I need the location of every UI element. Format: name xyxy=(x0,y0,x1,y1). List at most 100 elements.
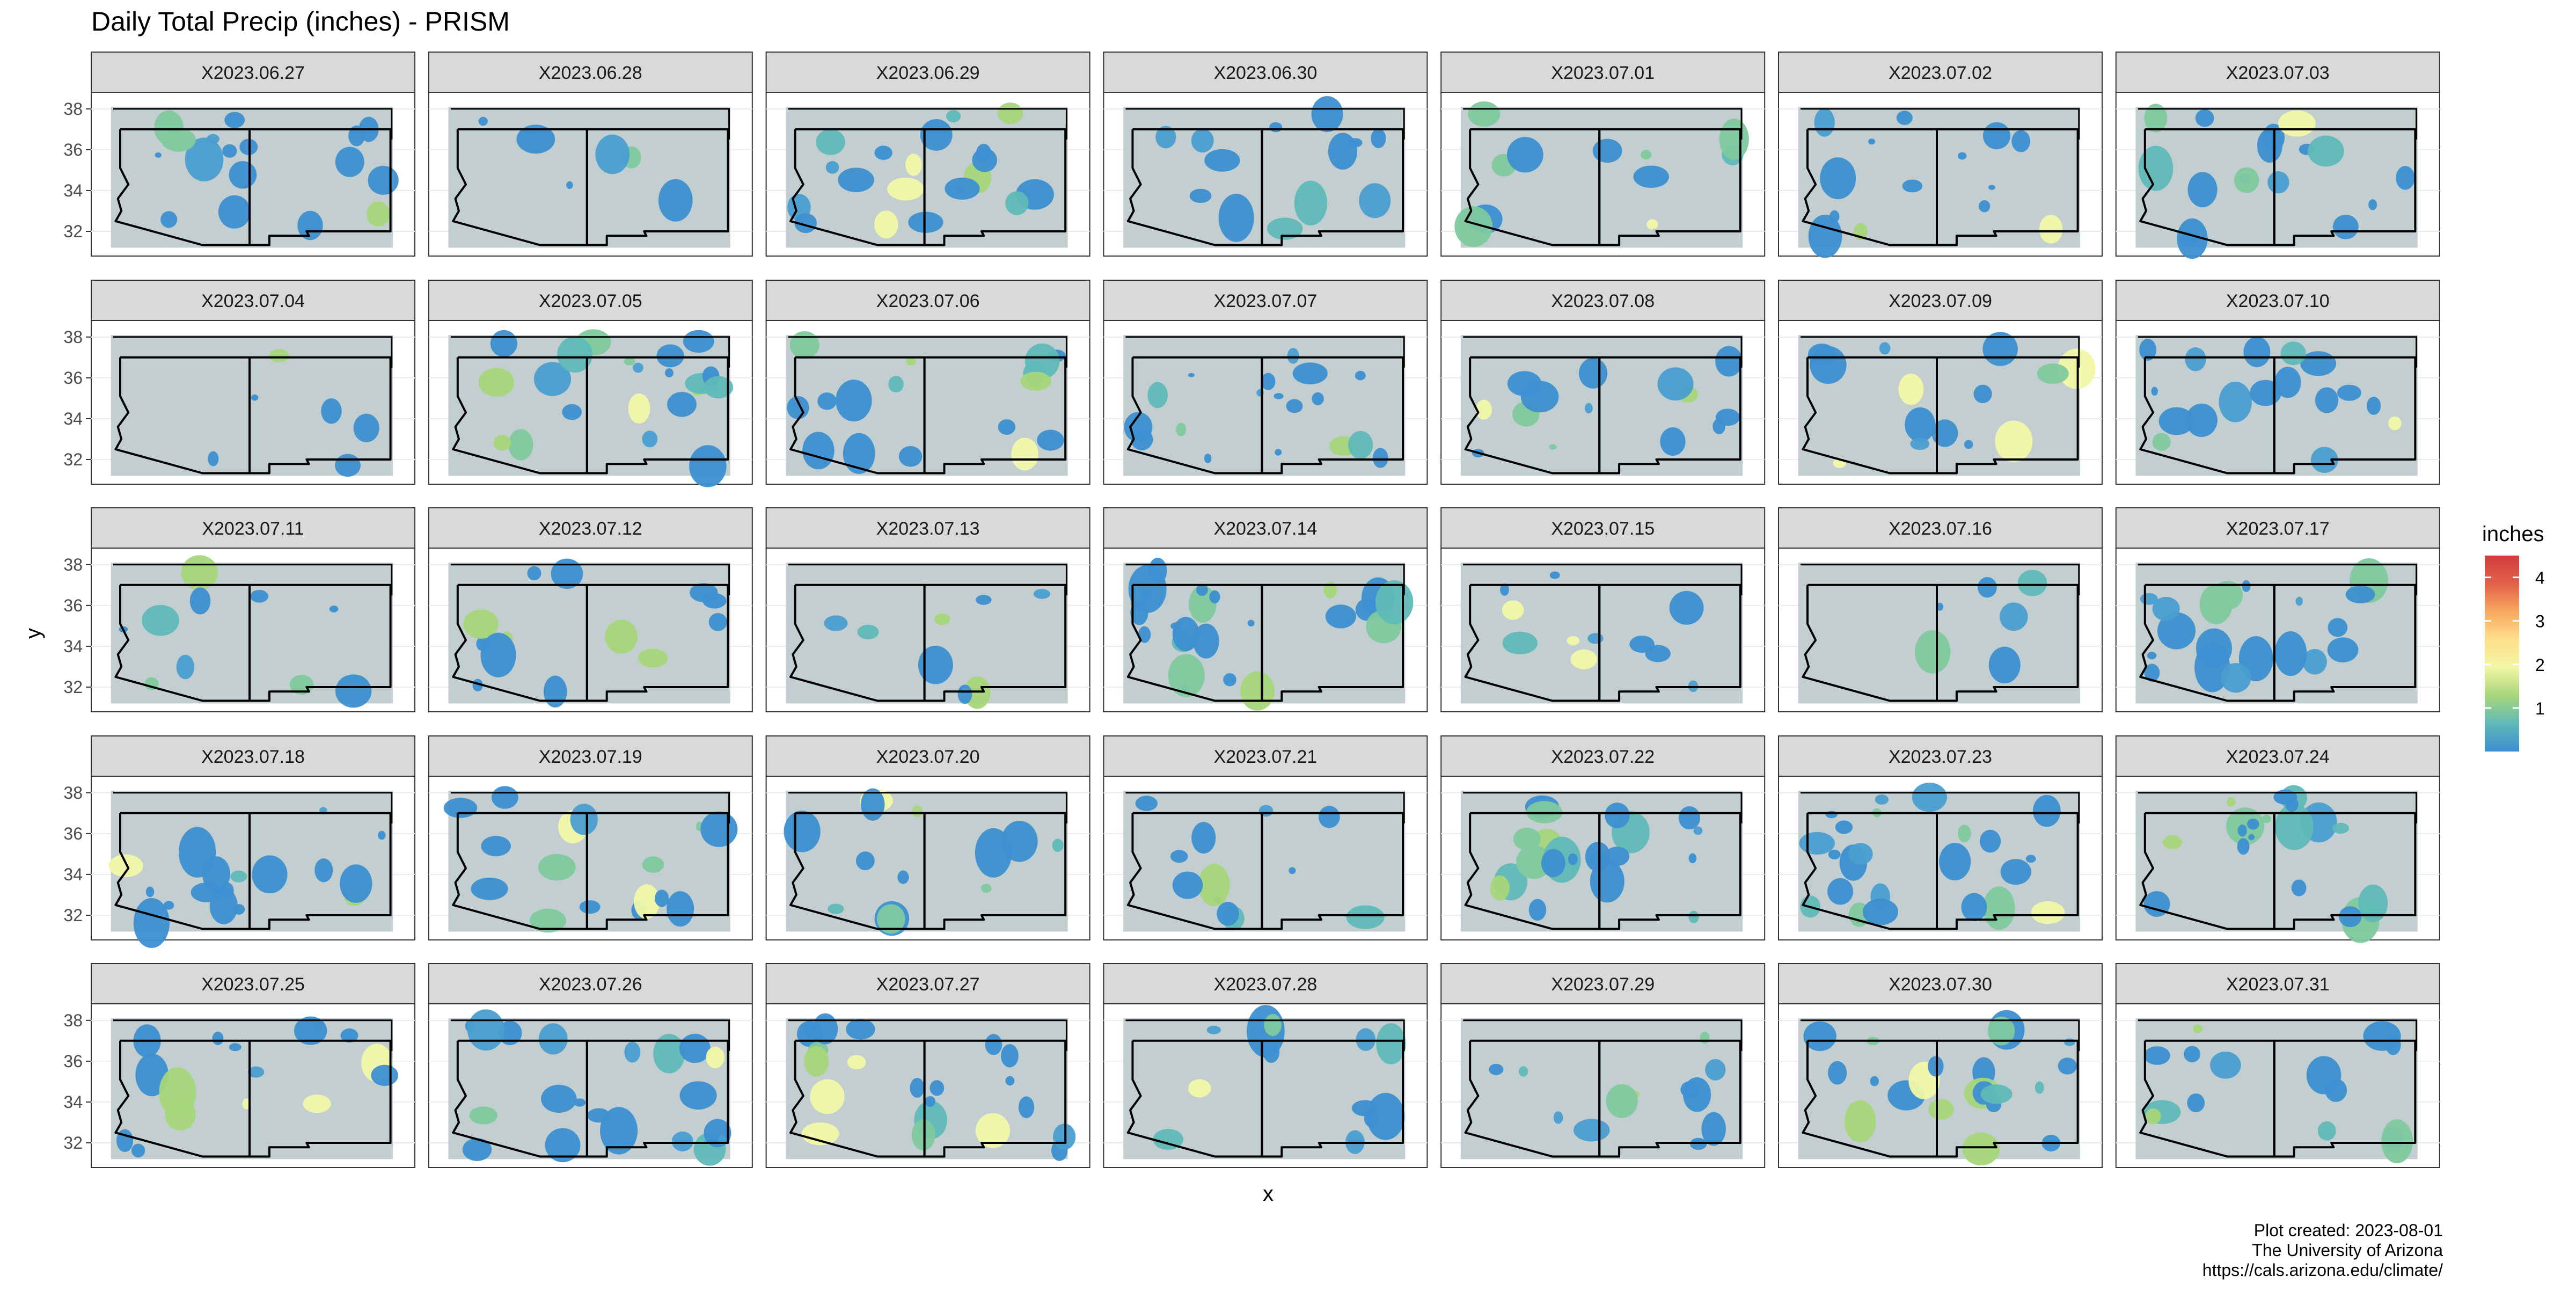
precip-cell xyxy=(1879,342,1891,355)
precip-cell xyxy=(1468,101,1501,127)
facet-panel: X2023.07.21 xyxy=(1103,735,1428,940)
precip-cell xyxy=(1356,1028,1376,1051)
precip-cell xyxy=(557,336,593,373)
precip-cell xyxy=(2196,628,2232,668)
precip-cell xyxy=(155,152,162,158)
precip-cell xyxy=(1590,860,1624,903)
facet-strip-label: X2023.07.04 xyxy=(201,291,305,311)
precip-cell xyxy=(1516,845,1552,879)
precip-cell xyxy=(2031,901,2065,924)
new-mexico-border xyxy=(2273,356,2417,475)
region-outline xyxy=(1125,108,1405,140)
precip-cell xyxy=(467,1009,505,1051)
precip-cell xyxy=(1475,399,1492,420)
facet-strip-label: X2023.07.08 xyxy=(1551,291,1655,311)
new-mexico-border xyxy=(1936,356,2079,475)
precip-cell xyxy=(335,147,364,177)
precip-cell xyxy=(491,786,518,809)
precip-cell xyxy=(605,619,638,654)
region-outline xyxy=(788,792,1067,823)
precip-cell xyxy=(667,891,694,927)
facet-panel: X2023.07.19 xyxy=(428,735,753,940)
precip-cell xyxy=(251,394,259,401)
precip-cell xyxy=(1980,1084,2012,1104)
precip-cell xyxy=(708,613,727,631)
region-outline xyxy=(1125,1019,1405,1051)
precip-cell xyxy=(2388,416,2402,431)
precip-cell xyxy=(847,1055,866,1070)
precip-cell xyxy=(294,1016,327,1045)
new-mexico-border xyxy=(586,1039,729,1158)
precip-cell xyxy=(888,376,904,392)
new-mexico-border xyxy=(923,583,1067,702)
precip-cell xyxy=(579,900,601,914)
new-mexico-border xyxy=(1598,128,1741,246)
precip-cell xyxy=(957,684,972,704)
y-tick-label: 34 xyxy=(63,181,83,200)
new-mexico-border xyxy=(1261,356,1404,475)
precip-cell xyxy=(1311,96,1343,133)
facet-strip-label: X2023.07.31 xyxy=(2226,974,2330,995)
precip-cell xyxy=(1264,1013,1282,1037)
facet-strip xyxy=(2115,52,2440,93)
precip-cell xyxy=(2226,797,2236,807)
precip-cell xyxy=(1490,875,1510,901)
facet-strip-label: X2023.07.07 xyxy=(1213,291,1317,311)
precip-cell xyxy=(2328,618,2348,637)
precip-cell xyxy=(1875,794,1889,805)
precip-cell xyxy=(2337,384,2362,401)
new-mexico-border xyxy=(248,583,392,702)
region-outline xyxy=(1801,792,2080,823)
precip-cell xyxy=(348,125,365,147)
precip-cell xyxy=(1275,449,1282,456)
precip-cell xyxy=(2187,1093,2205,1113)
precip-cell xyxy=(1979,200,1990,213)
precip-cell xyxy=(1828,1061,1847,1085)
y-tick-label: 32 xyxy=(63,450,83,469)
facet-panel: X2023.07.17 xyxy=(2115,507,2440,712)
precip-cell xyxy=(1587,633,1604,644)
precip-cell xyxy=(2237,838,2250,855)
precip-cell xyxy=(1567,636,1580,646)
precip-cell xyxy=(1898,374,1924,405)
precip-cell xyxy=(508,429,533,461)
precip-cell xyxy=(2308,135,2344,167)
precip-cell xyxy=(1502,600,1524,620)
precip-cell xyxy=(2368,199,2377,210)
precip-cell xyxy=(642,431,658,448)
facet-strip-label: X2023.07.01 xyxy=(1551,63,1655,83)
precip-cell xyxy=(1844,1100,1876,1143)
facet-strip xyxy=(428,507,753,549)
precip-cell xyxy=(925,1096,936,1107)
precip-cell xyxy=(176,654,195,680)
precip-cell xyxy=(1502,631,1538,655)
precip-cell xyxy=(628,393,650,424)
precip-cell xyxy=(2187,172,2218,208)
precip-cell xyxy=(624,358,635,366)
precip-cell xyxy=(1053,1124,1076,1150)
precip-cell xyxy=(836,380,872,422)
precip-cell xyxy=(1928,1099,1954,1120)
precip-cell xyxy=(634,884,660,919)
precip-cell xyxy=(1810,346,1847,384)
precip-cell xyxy=(1936,602,1943,611)
facet-strip xyxy=(1440,52,1766,93)
precip-cell xyxy=(665,368,674,377)
precip-cell xyxy=(2285,797,2299,812)
precip-cell xyxy=(1961,893,1987,922)
precip-cell xyxy=(1348,431,1373,459)
precip-cell xyxy=(2185,347,2206,371)
precip-cell xyxy=(2358,884,2388,923)
precip-cell xyxy=(1372,448,1388,468)
precip-cell xyxy=(367,201,390,227)
y-tick-label: 38 xyxy=(63,1011,83,1030)
facet-strip xyxy=(1440,735,1766,777)
region-outline xyxy=(450,1019,730,1051)
precip-cell xyxy=(1912,782,1947,812)
precip-cell xyxy=(1001,1044,1019,1068)
facet-strip xyxy=(1103,280,1428,321)
precip-cell xyxy=(1693,826,1703,835)
facet-panel: X2023.07.31 xyxy=(2115,963,2440,1168)
precip-cell xyxy=(998,419,1016,435)
precip-cell xyxy=(816,129,845,155)
